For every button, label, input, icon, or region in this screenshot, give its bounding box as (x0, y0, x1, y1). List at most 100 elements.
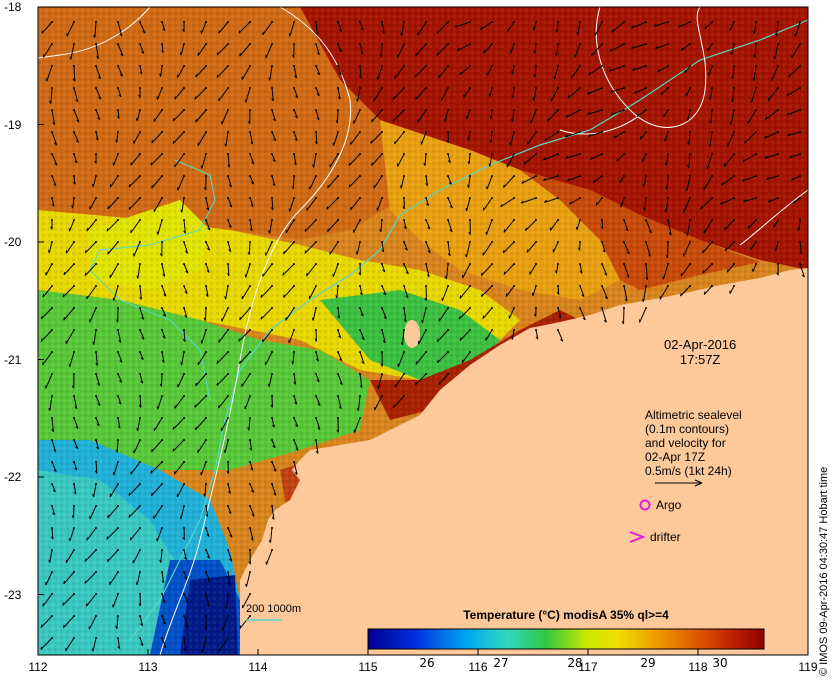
velocity-origin (183, 131, 185, 133)
velocity-arrow (623, 263, 630, 278)
velocity-arrowhead (40, 338, 43, 342)
drifter-label: drifter (650, 530, 681, 544)
velocity-arrow (438, 65, 449, 79)
velocity-arrow (579, 307, 586, 321)
velocity-origin (535, 153, 537, 155)
velocity-arrow (350, 131, 361, 145)
velocity-origin (271, 395, 273, 397)
velocity-arrowhead (224, 605, 227, 609)
velocity-arrow (645, 241, 651, 257)
velocity-origin (645, 65, 647, 67)
velocity-origin (315, 197, 317, 199)
velocity-arrowhead (130, 162, 132, 166)
velocity-arrowhead (608, 68, 612, 72)
velocity-arrowhead (535, 336, 539, 340)
velocity-origin (557, 21, 559, 23)
velocity-arrowhead (159, 559, 162, 563)
velocity-origin (139, 505, 141, 507)
velocity-arrow (216, 373, 229, 386)
velocity-origin (249, 219, 251, 221)
velocity-arrow (65, 329, 75, 345)
velocity-arrowhead (764, 135, 767, 139)
velocity-arrow (590, 153, 603, 160)
velocity-arrowhead (626, 275, 630, 278)
velocity-arrowhead (115, 625, 118, 629)
velocity-arrow (309, 285, 317, 299)
velocity-arrowhead (206, 247, 210, 251)
velocity-origin (293, 329, 295, 331)
velocity-arrow (161, 593, 166, 603)
velocity-origin (73, 21, 75, 23)
velocity-arrow (205, 197, 210, 211)
velocity-arrowhead (720, 201, 723, 205)
velocity-arrow (265, 351, 273, 366)
velocity-origin (579, 21, 581, 23)
velocity-origin (491, 65, 493, 67)
velocity-arrowhead (98, 76, 101, 80)
velocity-origin (227, 43, 229, 45)
velocity-origin (161, 131, 163, 133)
velocity-origin (799, 241, 801, 243)
velocity-arrow (63, 307, 75, 321)
velocity-origin (381, 285, 383, 287)
velocity-arrowhead (555, 53, 558, 57)
velocity-origin (183, 197, 185, 199)
velocity-origin (359, 219, 361, 221)
velocity-arrow (249, 153, 255, 165)
velocity-arrow (65, 637, 75, 652)
velocity-origin (249, 241, 251, 243)
velocity-arrow (687, 109, 691, 121)
velocity-arrow (359, 285, 363, 296)
velocity-arrowhead (140, 357, 144, 360)
velocity-origin (381, 109, 383, 111)
velocity-origin (205, 307, 207, 309)
velocity-arrow (547, 109, 559, 122)
velocity-arrowhead (786, 112, 790, 116)
velocity-arrowhead (647, 253, 651, 257)
velocity-origin (359, 175, 361, 177)
velocity-origin (689, 109, 691, 111)
velocity-origin (73, 527, 75, 529)
velocity-origin (447, 219, 449, 221)
velocity-origin (623, 307, 625, 309)
velocity-arrowhead (327, 228, 329, 232)
velocity-arrowhead (294, 138, 298, 142)
velocity-origin (447, 109, 449, 111)
velocity-origin (73, 65, 75, 67)
y-axis (38, 6, 44, 595)
velocity-origin (645, 263, 647, 265)
velocity-arrow (794, 21, 801, 38)
velocity-arrow (543, 153, 559, 161)
velocity-arrowhead (140, 643, 144, 646)
velocity-arrowhead (94, 470, 98, 474)
velocity-arrowhead (216, 74, 219, 78)
velocity-arrow (249, 461, 254, 471)
velocity-origin (469, 175, 471, 177)
isobath-200 (129, 19, 809, 641)
velocity-arrowhead (511, 95, 514, 99)
velocity-arrowhead (773, 55, 776, 60)
velocity-arrowhead (76, 119, 80, 123)
velocity-arrowhead (448, 182, 452, 185)
velocity-arrowhead (93, 34, 96, 38)
velocity-origin (73, 461, 75, 463)
velocity-arrowhead (348, 162, 351, 166)
velocity-origin (491, 241, 493, 243)
velocity-origin (601, 241, 603, 243)
velocity-arrow (271, 461, 277, 472)
velocity-origin (733, 241, 735, 243)
velocity-arrowhead (295, 448, 299, 451)
velocity-arrow (377, 373, 383, 390)
velocity-arrow (315, 87, 320, 96)
velocity-origin (315, 307, 317, 309)
velocity-arrow (239, 615, 251, 629)
velocity-origin (183, 65, 185, 67)
velocity-origin (117, 21, 119, 23)
velocity-origin (271, 109, 273, 111)
velocity-arrow (768, 197, 779, 203)
velocity-origin (51, 87, 53, 89)
velocity-origin (425, 131, 427, 133)
velocity-origin (755, 263, 757, 265)
velocity-origin (227, 461, 229, 463)
velocity-arrow (421, 307, 427, 324)
